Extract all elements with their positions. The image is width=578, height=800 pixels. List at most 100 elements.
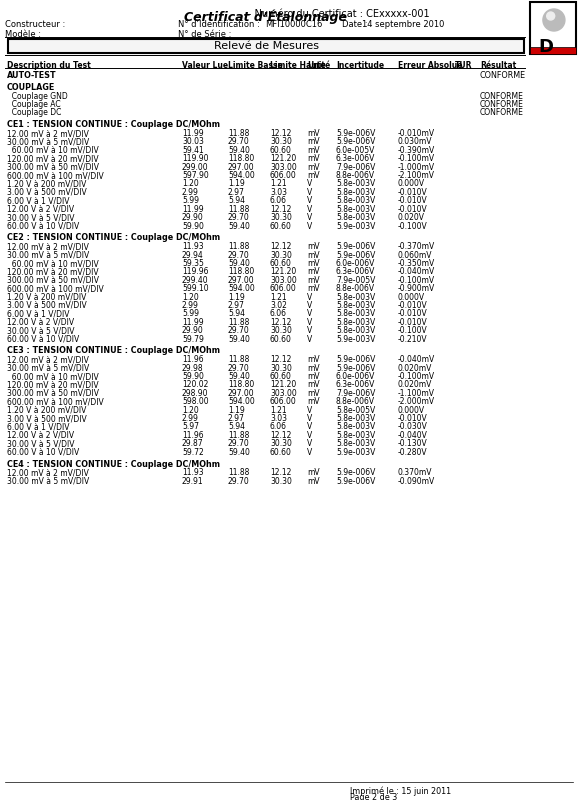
- Text: 59.40: 59.40: [228, 334, 250, 343]
- Text: 30.00 V à 5 V/DIV: 30.00 V à 5 V/DIV: [7, 439, 75, 448]
- Text: -0.010V: -0.010V: [398, 310, 428, 318]
- Text: -0.100V: -0.100V: [398, 326, 428, 335]
- Text: 14 septembre 2010: 14 septembre 2010: [362, 20, 444, 29]
- Text: 59.90: 59.90: [182, 222, 204, 230]
- Text: 29.70: 29.70: [228, 250, 250, 260]
- Text: 0.000V: 0.000V: [398, 293, 425, 302]
- Text: 598.00: 598.00: [182, 398, 209, 406]
- Text: 12.00 V à 2 V/DIV: 12.00 V à 2 V/DIV: [7, 205, 74, 214]
- Text: 59.72: 59.72: [182, 448, 204, 457]
- Text: 6.3e-006V: 6.3e-006V: [336, 267, 375, 277]
- Text: 59.79: 59.79: [182, 334, 204, 343]
- Text: 29.87: 29.87: [182, 439, 203, 448]
- Text: 1.19: 1.19: [228, 179, 244, 189]
- Text: Imprimé le : 15 juin 2011: Imprimé le : 15 juin 2011: [350, 786, 451, 795]
- Text: mV: mV: [307, 477, 320, 486]
- Text: -0.130V: -0.130V: [398, 439, 428, 448]
- Text: V: V: [307, 188, 312, 197]
- Text: 30.00 V à 5 V/DIV: 30.00 V à 5 V/DIV: [7, 213, 75, 222]
- Text: Description du Test: Description du Test: [7, 61, 91, 70]
- Text: 60.60: 60.60: [270, 259, 292, 268]
- Text: -0.100mV: -0.100mV: [398, 372, 435, 381]
- Text: CONFORME: CONFORME: [480, 70, 526, 79]
- Text: 5.8e-003V: 5.8e-003V: [336, 439, 375, 448]
- Text: 118.80: 118.80: [228, 154, 254, 163]
- Text: 1.21: 1.21: [270, 179, 287, 189]
- Text: 29.91: 29.91: [182, 477, 203, 486]
- Text: 59.40: 59.40: [228, 259, 250, 268]
- Text: mV: mV: [307, 364, 320, 373]
- Text: 120.00 mV à 20 mV/DIV: 120.00 mV à 20 mV/DIV: [7, 267, 99, 277]
- Text: mV: mV: [307, 162, 320, 172]
- Text: TUR: TUR: [455, 61, 472, 70]
- Text: -0.100V: -0.100V: [398, 222, 428, 230]
- Text: 303.00: 303.00: [270, 389, 297, 398]
- Text: 59.40: 59.40: [228, 146, 250, 155]
- Text: 5.8e-003V: 5.8e-003V: [336, 293, 375, 302]
- Text: -0.010mV: -0.010mV: [398, 129, 435, 138]
- Text: 29.70: 29.70: [228, 326, 250, 335]
- Text: 118.80: 118.80: [228, 381, 254, 390]
- Text: 12.12: 12.12: [270, 468, 291, 478]
- Text: 11.96: 11.96: [182, 355, 203, 364]
- Text: 5.99: 5.99: [182, 310, 199, 318]
- Text: Date :: Date :: [342, 20, 368, 29]
- Text: 5.8e-003V: 5.8e-003V: [336, 179, 375, 189]
- Text: 300.00 mV à 50 mV/DIV: 300.00 mV à 50 mV/DIV: [7, 389, 99, 398]
- Text: V: V: [307, 414, 312, 423]
- Text: 0.000V: 0.000V: [398, 179, 425, 189]
- Text: 0.370mV: 0.370mV: [398, 468, 432, 478]
- Text: 11.88: 11.88: [228, 205, 249, 214]
- Text: V: V: [307, 448, 312, 457]
- Text: V: V: [307, 326, 312, 335]
- Text: 59.41: 59.41: [182, 146, 204, 155]
- Text: 594.00: 594.00: [228, 171, 255, 180]
- Text: 29.98: 29.98: [182, 364, 203, 373]
- Circle shape: [543, 9, 565, 31]
- Text: 12.12: 12.12: [270, 355, 291, 364]
- Text: 11.88: 11.88: [228, 318, 249, 326]
- Text: 1.20 V à 200 mV/DIV: 1.20 V à 200 mV/DIV: [7, 406, 86, 414]
- Text: -1.000mV: -1.000mV: [398, 162, 435, 172]
- Text: -1.100mV: -1.100mV: [398, 389, 435, 398]
- Text: mV: mV: [307, 154, 320, 163]
- Text: 11.96: 11.96: [182, 431, 203, 440]
- Text: 5.9e-006V: 5.9e-006V: [336, 129, 375, 138]
- Text: 606.00: 606.00: [270, 171, 297, 180]
- Circle shape: [547, 12, 555, 20]
- Bar: [8, 39, 524, 53]
- Text: 606.00: 606.00: [270, 284, 297, 294]
- Text: Limite Haute: Limite Haute: [270, 61, 325, 70]
- Text: 30.30: 30.30: [270, 326, 292, 335]
- Bar: [530, 2, 576, 54]
- Text: 5.9e-006V: 5.9e-006V: [336, 355, 375, 364]
- Text: 11.93: 11.93: [182, 242, 203, 251]
- Text: 60.00 V à 10 V/DIV: 60.00 V à 10 V/DIV: [7, 448, 79, 457]
- Text: 297.00: 297.00: [228, 389, 255, 398]
- Text: 5.8e-005V: 5.8e-005V: [336, 406, 375, 414]
- Text: -0.100mV: -0.100mV: [398, 276, 435, 285]
- Text: 11.88: 11.88: [228, 468, 249, 478]
- Text: 1.20: 1.20: [182, 179, 199, 189]
- Text: V: V: [307, 179, 312, 189]
- Text: 2.99: 2.99: [182, 414, 199, 423]
- Text: 12.00 mV à 2 mV/DIV: 12.00 mV à 2 mV/DIV: [7, 129, 89, 138]
- Text: 6.06: 6.06: [270, 310, 287, 318]
- Text: 1.21: 1.21: [270, 293, 287, 302]
- Text: 30.30: 30.30: [270, 250, 292, 260]
- Text: 606.00: 606.00: [270, 398, 297, 406]
- Text: 5.99: 5.99: [182, 196, 199, 206]
- Text: 2.99: 2.99: [182, 188, 199, 197]
- Text: 121.20: 121.20: [270, 267, 297, 277]
- Text: CONFORME: CONFORME: [480, 100, 524, 109]
- Text: -0.040mV: -0.040mV: [398, 355, 435, 364]
- Bar: [530, 47, 576, 54]
- Text: 1.20: 1.20: [182, 293, 199, 302]
- Text: 0.020mV: 0.020mV: [398, 381, 432, 390]
- Text: Couplage GND: Couplage GND: [7, 92, 68, 101]
- Text: 120.02: 120.02: [182, 381, 209, 390]
- Text: N° d’Identification :: N° d’Identification :: [178, 20, 260, 29]
- Text: mV: mV: [307, 259, 320, 268]
- Text: 30.00 V à 5 V/DIV: 30.00 V à 5 V/DIV: [7, 326, 75, 335]
- Text: 60.60: 60.60: [270, 146, 292, 155]
